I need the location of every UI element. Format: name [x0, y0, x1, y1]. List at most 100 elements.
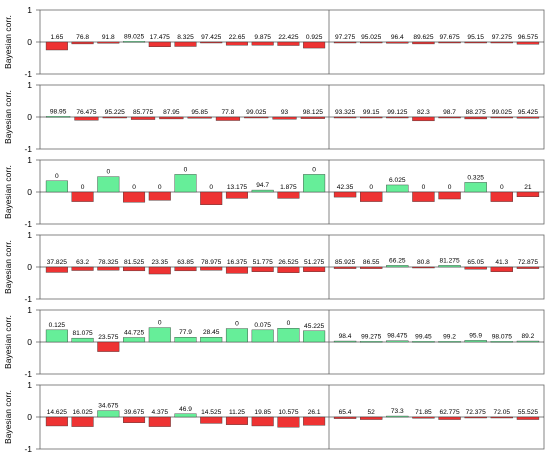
panel-6-group-2-bar-1-label: 65.4: [339, 409, 352, 416]
panel-4-group-2-bar-6-label: 65.05: [467, 259, 484, 266]
panel-3-group-2-bar-2-label: 0: [369, 184, 373, 191]
panel-1-group-1-bar-3: [97, 41, 120, 44]
panel-4-group-2-bar-7: [490, 266, 513, 273]
panel-1-group-1-bar-5-label: 17.475: [150, 34, 171, 41]
panel-3-group-1-bar-4-label: 0: [132, 184, 136, 191]
panel-5-group-1-bar-11-label: 45.225: [304, 323, 325, 330]
panel-4-group-2-bar-3-label: 66.25: [389, 257, 406, 264]
panel-4-group-1-bar-4-label: 81.525: [124, 259, 145, 266]
panel-2-group-2-bar-1-label: 93.325: [335, 109, 356, 116]
panel-3-group-2-bar-5-label: 0: [448, 184, 452, 191]
panel-3-group-1-bar-6: [174, 174, 197, 193]
panel-1-group-1-bar-2: [71, 41, 94, 45]
panel-5-group-2-bar-7-label: 98.075: [492, 333, 513, 340]
panel-1-group-2-bar-1-label: 97.275: [335, 34, 356, 41]
panel-3-group-2-bar-5: [438, 191, 461, 200]
panel-6-group-2-bar-2-label: 52: [368, 409, 376, 416]
panel-5-group-2-bar-6-label: 95.9: [469, 332, 482, 339]
panel-1-group-1-bar-9-label: 9.875: [254, 34, 271, 41]
panel-1-group-1-bar-8-label: 22.65: [229, 34, 246, 41]
panel-1-group-2-bar-6: [464, 41, 487, 44]
panel-5-group-2-bar-2-label: 99.275: [361, 333, 382, 340]
panel-6-ylabel: Bayesian corr.: [3, 390, 13, 444]
panel-1-group-1-bar-10-label: 22.425: [278, 34, 299, 41]
panel-6-group-1-bar-5: [148, 416, 171, 427]
panel-1-group-1-bar-7: [200, 41, 223, 44]
panel-5-group-2-bar-8-label: 89.2: [522, 333, 535, 340]
panel-2-group-2-bar-5: [438, 116, 461, 119]
panel-5-group-1-bar-7: [200, 337, 223, 343]
panel-4-group-2-bar-8: [516, 266, 540, 269]
panel-4-group-1-bar-2: [71, 266, 94, 271]
panel-2-ytick-label-1: -1: [24, 144, 32, 154]
panel-4-group-1-bar-1-label: 37.825: [47, 259, 68, 266]
panel-1-group-2-bar-3-label: 96.4: [391, 34, 404, 41]
panel-4-group-1-bar-1: [45, 266, 68, 273]
panel-6-group-1-bar-9-label: 19.85: [254, 409, 271, 416]
panel-5-group-1-bar-6-label: 77.9: [179, 329, 192, 336]
panel-6-group-1-bar-8: [225, 416, 248, 425]
panel-5-group-2-bar-3: [386, 340, 409, 343]
panel-1-group-2-bar-4-label: 89.625: [413, 34, 434, 41]
panel-3-group-1-bar-3-label: 0: [106, 169, 110, 176]
panel-5-group-1-bar-10-label: 0: [287, 320, 291, 327]
panel-2-group-1-bar-10-label: 98.125: [303, 109, 324, 116]
panel-2-group-2-bar-4-label: 82.3: [417, 109, 430, 116]
panel-3-group-2-bar-6: [464, 182, 487, 193]
panel-4-group-1-bar-6-label: 63.85: [177, 259, 194, 266]
panel-4-group-2-bar-2: [360, 266, 383, 269]
panel-4-group-1-bar-11-label: 51.275: [304, 259, 325, 266]
panel-2-group-1-bar-2-label: 76.475: [76, 109, 97, 116]
panel-2-group-1-bar-4-label: 85.775: [133, 109, 154, 116]
panel-2-group-1-bar-5-label: 87.95: [163, 109, 180, 116]
panel-4-group-2-bar-2-label: 86.55: [363, 259, 380, 266]
panel-2-group-1-bar-2: [74, 116, 99, 121]
panel-4-group-1-bar-11: [303, 266, 326, 273]
panel-6-group-2-bar-1: [333, 416, 357, 419]
panel-2-group-2-bar-5-label: 98.7: [443, 109, 456, 116]
panel-1-group-1-bar-4: [123, 41, 146, 43]
panel-5-group-1-bar-9: [251, 329, 274, 343]
panel-3-group-1-bar-7: [200, 191, 223, 206]
panel-3-group-1-bar-6-label: 0: [184, 166, 188, 173]
panel-2-group-1-bar-4: [130, 116, 156, 120]
panel-3-group-1-bar-1-label: 0: [55, 173, 59, 180]
panel-5-ytick-label-3: 1: [27, 305, 32, 315]
panel-5-group-1-bar-2-label: 81.075: [73, 330, 94, 337]
panel-3-group-1-bar-3: [97, 176, 120, 193]
panel-5-group-1-bar-9-label: 0.075: [254, 322, 271, 329]
panel-3-group-1-bar-11: [303, 174, 326, 193]
panel-5-group-1-bar-5-label: 0: [158, 320, 162, 327]
panel-6-group-1-bar-1-label: 14.625: [47, 409, 68, 416]
panel-4-group-1-bar-4: [123, 266, 146, 272]
panel-1-group-1-bar-9: [251, 41, 274, 46]
panel-3-group-1-bar-11-label: 0: [312, 166, 316, 173]
panel-6-group-2-bar-8: [516, 416, 540, 420]
panel-5-group-1-bar-2: [71, 337, 94, 343]
panel-2-group-2-bar-1: [333, 116, 357, 119]
panel-3-group-2-bar-8-label: 21: [524, 184, 532, 191]
panel-5-group-2-bar-7: [490, 341, 513, 343]
panel-5-ylabel: Bayesian corr.: [3, 315, 13, 369]
panel-4-group-2-bar-5: [438, 265, 461, 268]
panel-4-group-2-bar-4-label: 80.8: [417, 259, 430, 266]
panel-3-ytick-label-2: 0: [27, 187, 32, 197]
panel-3-group-2-bar-3-label: 6.025: [389, 177, 406, 184]
panel-2-group-1-bar-1-label: 98.95: [50, 108, 67, 115]
panel-1-ytick-label-1: -1: [24, 69, 32, 79]
panel-4-group-1-bar-6: [174, 266, 197, 272]
panel-2-group-1-bar-3: [102, 116, 127, 119]
panel-4-ytick-label-3: 1: [27, 230, 32, 240]
panel-5-group-2-bar-5: [438, 341, 461, 343]
panel-5-ytick-label-1: -1: [24, 369, 32, 379]
panel-1-ytick-label-2: 0: [27, 37, 32, 47]
panel-5-group-1-bar-7-label: 28.45: [203, 329, 220, 336]
panel-6-group-2-bar-6: [464, 416, 487, 419]
panel-1-group-1-bar-2-label: 76.8: [76, 34, 89, 41]
panel-6-group-1-bar-9: [251, 416, 274, 427]
panel-5-group-2-bar-4-label: 99.45: [415, 333, 432, 340]
panel-6-group-1-bar-1: [45, 416, 68, 427]
panel-5-group-1-bar-8: [225, 328, 248, 343]
panel-3-group-1-bar-7-label: 0: [209, 184, 213, 191]
